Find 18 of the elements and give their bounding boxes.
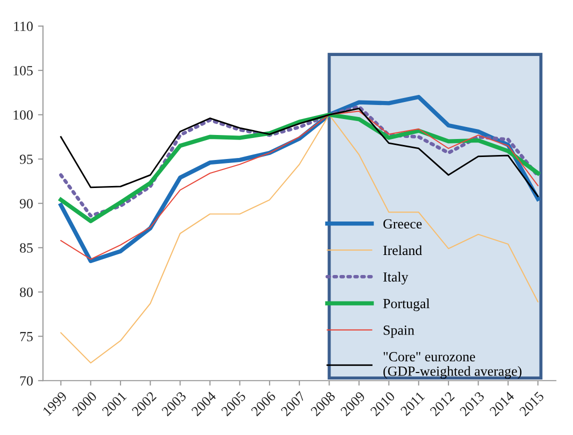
- y-tick-label: 100: [14, 110, 33, 120]
- line-series: [60, 114, 538, 364]
- legend-label: Ireland: [383, 245, 422, 256]
- y-tick-label: 110: [14, 22, 33, 32]
- line-series: [60, 108, 539, 198]
- y-tick-label: 90: [20, 198, 33, 208]
- legend-label: Italy: [383, 272, 408, 285]
- y-tick-label: 80: [20, 288, 33, 297]
- legend-label: Portugal: [383, 298, 430, 312]
- legend-label: "Core" eurozone (GDP-weighted average): [383, 352, 522, 379]
- legend-label: Spain: [384, 326, 414, 338]
- y-tick-label: 95: [20, 154, 33, 164]
- legend-label: Greece: [383, 219, 422, 229]
- x-tick-label: 2011: [400, 391, 425, 416]
- y-tick-label: 85: [20, 243, 33, 253]
- y-tick-label: 105: [14, 66, 33, 76]
- y-tick-label: 75: [20, 332, 33, 342]
- y-tick-label: 70: [20, 376, 33, 386]
